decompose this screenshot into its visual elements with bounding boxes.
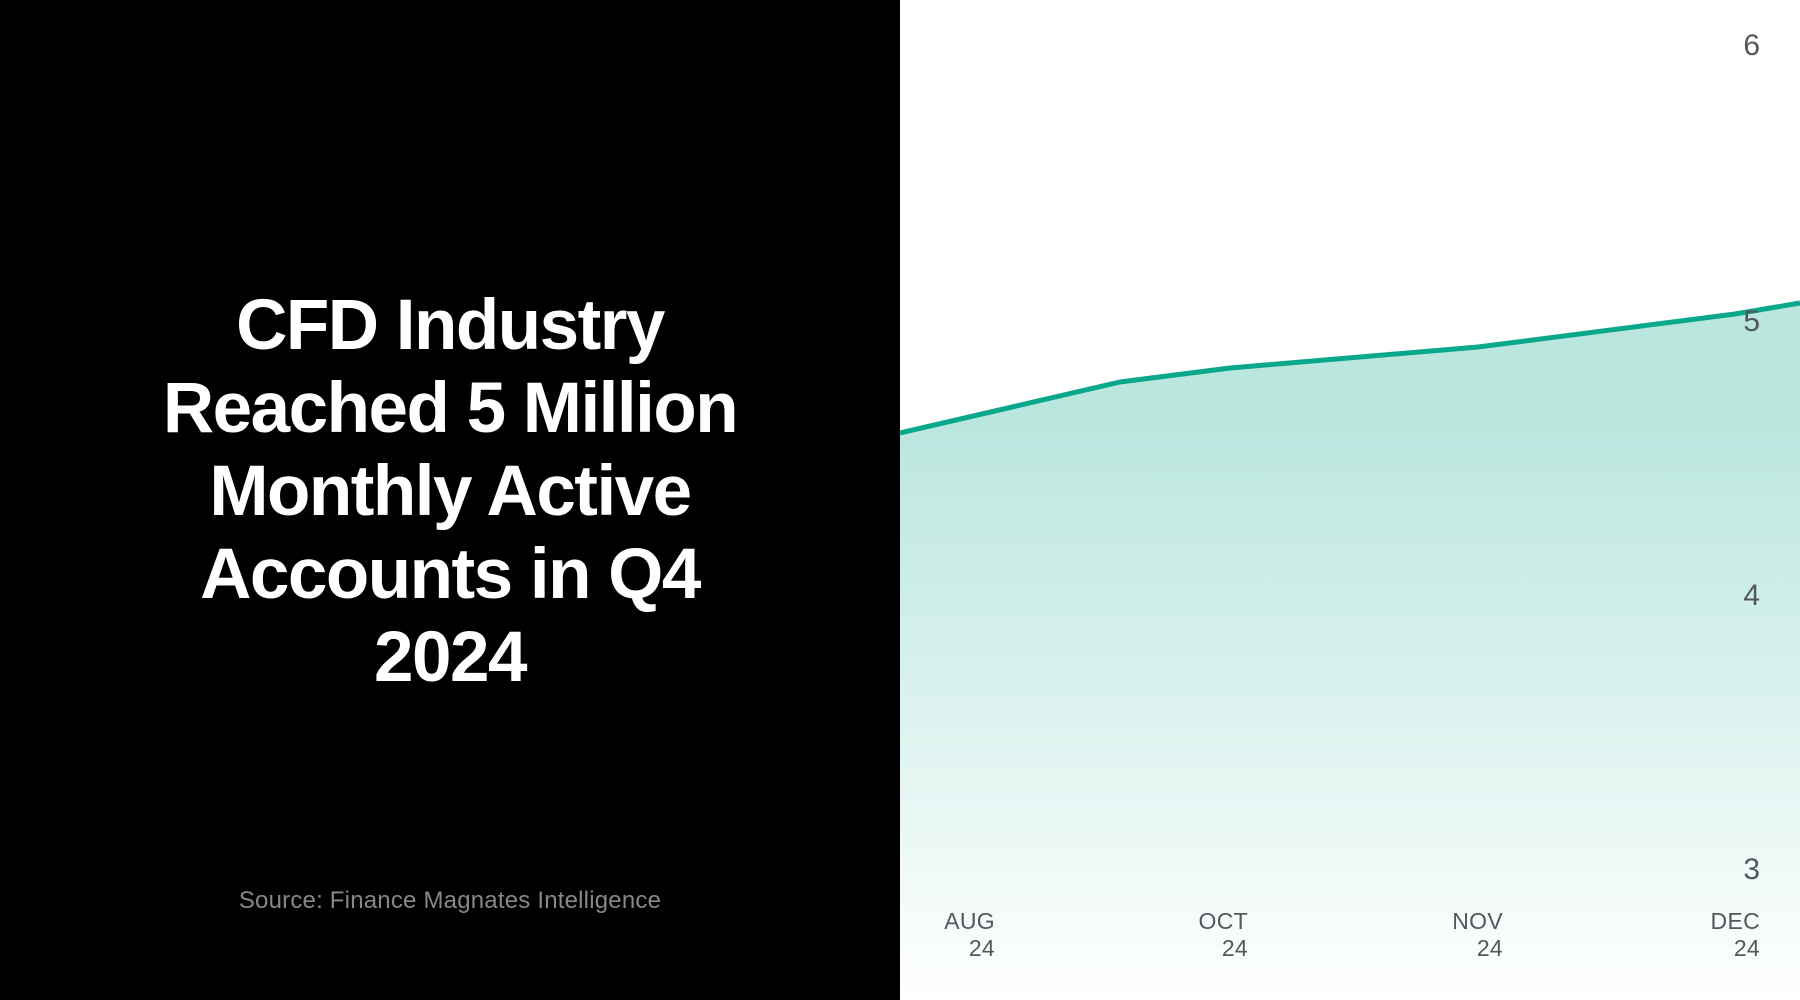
chart-area-fill — [900, 303, 1800, 1000]
source-credit: Source: Finance Magnates Intelligence — [238, 887, 662, 914]
x-axis-tick-label: NOV 24 — [1452, 908, 1503, 962]
y-axis-tick-label: 4 — [1743, 579, 1760, 612]
x-axis-tick-label: OCT 24 — [1199, 908, 1248, 962]
x-axis-tick-label: AUG 24 — [944, 908, 995, 962]
x-axis-tick-label: DEC 24 — [1711, 908, 1760, 962]
page-title: CFD Industry Reached 5 Million Monthly A… — [162, 286, 739, 697]
y-axis-tick-label: 5 — [1743, 305, 1760, 338]
x-tick-year: 24 — [1221, 935, 1248, 961]
chart-line — [900, 300, 1800, 436]
y-axis-tick-label: 3 — [1743, 853, 1760, 886]
y-axis-tick-label: 6 — [1743, 29, 1760, 62]
x-tick-year: 24 — [1476, 935, 1503, 961]
headline-panel: CFD Industry Reached 5 Million Monthly A… — [0, 0, 900, 1000]
x-tick-month: DEC — [1710, 908, 1760, 934]
area-chart — [900, 300, 1800, 1000]
x-tick-year: 24 — [968, 935, 995, 961]
x-tick-month: NOV — [1452, 908, 1503, 934]
x-tick-month: AUG — [944, 908, 995, 934]
x-tick-year: 24 — [1733, 935, 1760, 961]
x-tick-month: OCT — [1198, 908, 1248, 934]
